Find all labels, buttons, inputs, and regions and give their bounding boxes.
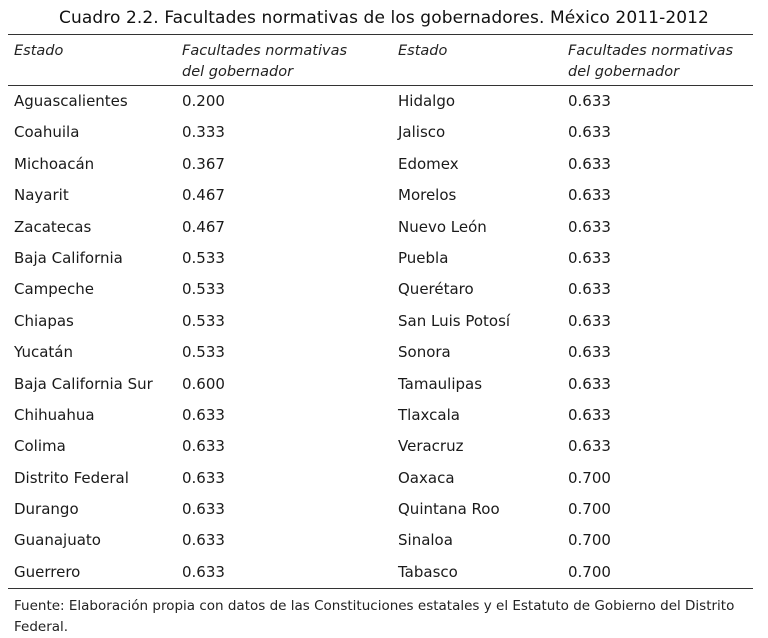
right-value-cell: 0.633 <box>568 248 611 267</box>
left-value-cell: 0.633 <box>182 531 225 550</box>
table-row: Yucatán 0.533 Sonora 0.633 <box>0 337 768 368</box>
right-value-cell: 0.633 <box>568 374 611 393</box>
right-value-cell: 0.633 <box>568 217 611 236</box>
left-value-cell: 0.467 <box>182 217 225 236</box>
left-state-cell: Nayarit <box>14 186 69 205</box>
right-value-cell: 0.633 <box>568 437 611 456</box>
left-state-cell: Zacatecas <box>14 217 92 236</box>
right-value-cell: 0.633 <box>568 186 611 205</box>
table-row: Aguascalientes 0.200 Hidalgo 0.633 <box>0 86 768 117</box>
table-row: Baja California 0.533 Puebla 0.633 <box>0 243 768 274</box>
left-value-cell: 0.633 <box>182 437 225 456</box>
table-row: Guanajuato 0.633 Sinaloa 0.700 <box>0 525 768 556</box>
table-row: Chiapas 0.533 San Luis Potosí 0.633 <box>0 306 768 337</box>
table-title: Cuadro 2.2. Facultades normativas de los… <box>59 8 709 28</box>
table-row: Distrito Federal 0.633 Oaxaca 0.700 <box>0 463 768 494</box>
right-state-cell: Tabasco <box>398 562 458 581</box>
header-facultades-left-line1: Facultades normativas <box>182 43 348 59</box>
right-state-cell: Tlaxcala <box>398 405 460 424</box>
left-state-cell: Distrito Federal <box>14 468 129 487</box>
left-state-cell: Chihuahua <box>14 405 95 424</box>
right-value-cell: 0.700 <box>568 500 611 519</box>
table-row: Michoacán 0.367 Edomex 0.633 <box>0 149 768 180</box>
right-value-cell: 0.633 <box>568 123 611 142</box>
left-value-cell: 0.533 <box>182 311 225 330</box>
header-facultades-left-line2: del gobernador <box>182 64 294 80</box>
right-state-cell: Jalisco <box>398 123 446 142</box>
left-state-cell: Colima <box>14 437 66 456</box>
table-body: Aguascalientes 0.200 Hidalgo 0.633 Coahuila 0… <box>0 86 768 588</box>
table-row: Coahuila 0.333 Jalisco 0.633 <box>0 117 768 148</box>
left-value-cell: 0.633 <box>182 468 225 487</box>
right-value-cell: 0.633 <box>568 92 611 110</box>
left-value-cell: 0.533 <box>182 280 225 299</box>
table-top-rule <box>8 34 753 35</box>
header-facultades-right-line1: Facultades normativas <box>568 43 734 59</box>
left-value-cell: 0.333 <box>182 123 225 142</box>
left-state-cell: Michoacán <box>14 154 95 173</box>
right-state-cell: Oaxaca <box>398 468 455 487</box>
left-value-cell: 0.367 <box>182 154 225 173</box>
table-row: Chihuahua 0.633 Tlaxcala 0.633 <box>0 400 768 431</box>
right-state-cell: Sinaloa <box>398 531 453 550</box>
left-state-cell: Baja California <box>14 248 123 267</box>
left-state-cell: Yucatán <box>14 343 73 362</box>
right-state-cell: Sonora <box>398 343 451 362</box>
left-value-cell: 0.633 <box>182 562 225 581</box>
header-facultades-left: Facultades normativas del gobernador <box>182 41 372 83</box>
table-bottom-rule <box>8 588 753 589</box>
table-row: Colima 0.633 Veracruz 0.633 <box>0 431 768 462</box>
table-row: Zacatecas 0.467 Nuevo León 0.633 <box>0 212 768 243</box>
left-value-cell: 0.467 <box>182 186 225 205</box>
table-row: Durango 0.633 Quintana Roo 0.700 <box>0 494 768 525</box>
left-state-cell: Guanajuato <box>14 531 101 550</box>
left-value-cell: 0.600 <box>182 374 225 393</box>
left-value-cell: 0.633 <box>182 405 225 424</box>
header-facultades-right: Facultades normativas del gobernador <box>568 41 758 83</box>
right-value-cell: 0.633 <box>568 405 611 424</box>
right-value-cell: 0.633 <box>568 280 611 299</box>
right-value-cell: 0.633 <box>568 154 611 173</box>
right-state-cell: Tamaulipas <box>398 374 483 393</box>
left-state-cell: Aguascalientes <box>14 92 128 110</box>
right-value-cell: 0.633 <box>568 311 611 330</box>
left-state-cell: Guerrero <box>14 562 81 581</box>
table-header-rule <box>8 85 753 86</box>
header-estado-left: Estado <box>14 43 64 59</box>
right-state-cell: Quintana Roo <box>398 500 500 519</box>
header-estado-right: Estado <box>398 43 448 59</box>
left-value-cell: 0.200 <box>182 92 225 110</box>
right-state-cell: Hidalgo <box>398 92 456 110</box>
left-state-cell: Campeche <box>14 280 95 299</box>
table-row: Baja California Sur 0.600 Tamaulipas 0.633 <box>0 369 768 400</box>
right-value-cell: 0.700 <box>568 562 611 581</box>
left-value-cell: 0.533 <box>182 248 225 267</box>
right-state-cell: San Luis Potosí <box>398 311 511 330</box>
left-state-cell: Durango <box>14 500 79 519</box>
right-value-cell: 0.700 <box>568 531 611 550</box>
right-state-cell: Puebla <box>398 248 449 267</box>
left-value-cell: 0.533 <box>182 343 225 362</box>
right-value-cell: 0.700 <box>568 468 611 487</box>
left-value-cell: 0.633 <box>182 500 225 519</box>
right-state-cell: Querétaro <box>398 280 474 299</box>
right-state-cell: Veracruz <box>398 437 464 456</box>
table-row: Nayarit 0.467 Morelos 0.633 <box>0 180 768 211</box>
right-state-cell: Edomex <box>398 154 459 173</box>
right-value-cell: 0.633 <box>568 343 611 362</box>
left-state-cell: Coahuila <box>14 123 80 142</box>
source-note: Fuente: Elaboración propia con datos de … <box>14 598 735 635</box>
table-row: Guerrero 0.633 Tabasco 0.700 <box>0 557 768 588</box>
right-state-cell: Nuevo León <box>398 217 487 236</box>
left-state-cell: Chiapas <box>14 311 74 330</box>
header-facultades-right-line2: del gobernador <box>568 64 680 80</box>
right-state-cell: Morelos <box>398 186 457 205</box>
table-row: Campeche 0.533 Querétaro 0.633 <box>0 274 768 305</box>
left-state-cell: Baja California Sur <box>14 374 153 393</box>
